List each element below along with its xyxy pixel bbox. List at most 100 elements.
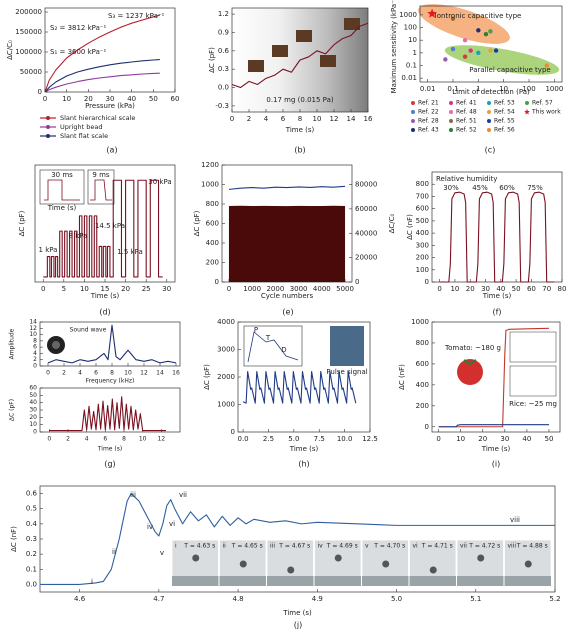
x-tick-label: 10 bbox=[62, 95, 71, 103]
frame-label: T = 4.67 s bbox=[278, 543, 310, 550]
frame-numeral: iii bbox=[270, 543, 275, 550]
inset-curve bbox=[90, 179, 112, 201]
frame-label: T = 4.63 s bbox=[183, 543, 215, 550]
x-tick-label: 10 bbox=[313, 115, 322, 123]
y-tick-label: 600 bbox=[416, 205, 429, 213]
annotation: 0.17 mg (0.015 Pa) bbox=[266, 96, 333, 104]
annotation: Sound wave bbox=[70, 327, 107, 334]
frame-numeral: vi bbox=[413, 543, 419, 550]
plot-frame bbox=[39, 321, 181, 367]
legend-marker bbox=[46, 116, 50, 120]
frame-numeral: i bbox=[175, 543, 177, 550]
x-tick-label: 5.0 bbox=[288, 435, 299, 443]
x-tick-label: 4 bbox=[85, 436, 89, 443]
annotation: Rice: ~25 mg bbox=[509, 400, 557, 408]
frame-floor bbox=[409, 576, 456, 586]
y-tick-label: 800 bbox=[416, 339, 429, 347]
point bbox=[483, 31, 489, 37]
y-axis-label: ΔC (nF) bbox=[398, 364, 406, 390]
y-tick-label: 0 bbox=[33, 429, 37, 436]
y-tick-label: 500 bbox=[416, 217, 429, 225]
y-tick-label: 0.0 bbox=[218, 84, 229, 92]
y-tick-label: 600 bbox=[206, 220, 219, 228]
y-tick-label: 1000 bbox=[411, 318, 429, 326]
legend-marker bbox=[525, 101, 529, 105]
x-tick-label: 2 bbox=[247, 115, 251, 123]
y-tick-label: 2 bbox=[33, 356, 37, 363]
y-tick-label: 0.6 bbox=[218, 47, 230, 55]
x-tick-label: 10 bbox=[450, 285, 459, 293]
y-tick-label: 0.6 bbox=[26, 490, 38, 498]
x-tick-label: 8 bbox=[110, 370, 114, 377]
x-tick-label: 10 bbox=[80, 285, 89, 293]
inset bbox=[87, 169, 115, 205]
x-tick-label: 20 bbox=[84, 95, 93, 103]
line bbox=[40, 493, 555, 585]
x-tick-label: 0 bbox=[230, 115, 234, 123]
photo bbox=[344, 18, 360, 30]
y-tick-label: 1200 bbox=[201, 161, 219, 169]
y-tick-label: 4000 bbox=[217, 318, 235, 326]
x-tick-label: 1000 bbox=[545, 85, 563, 93]
droplet bbox=[429, 566, 437, 574]
y-tick-label: 12 bbox=[29, 325, 37, 332]
tomato-icon bbox=[457, 359, 483, 385]
legend-label: Slant hierarchical scale bbox=[60, 114, 135, 122]
photo bbox=[296, 30, 312, 42]
y-tick-label: 800 bbox=[206, 200, 219, 208]
y-axis-label: Amplitude bbox=[9, 328, 16, 359]
annotation: 1.5 kPa bbox=[117, 248, 143, 256]
point bbox=[450, 16, 456, 21]
y-tick-label: 1.2 bbox=[218, 10, 229, 18]
x-tick-label: 4.8 bbox=[233, 595, 244, 603]
panel-label: (i) bbox=[492, 460, 500, 469]
legend-marker bbox=[487, 128, 491, 132]
x-tick-label: 30 bbox=[106, 95, 115, 103]
x-tick-label: 0 bbox=[46, 370, 50, 377]
speaker-icon bbox=[52, 341, 60, 349]
x-tick-label: 3000 bbox=[290, 285, 308, 293]
y-tick-label: 8 bbox=[33, 337, 37, 344]
y-tick-label: -0.3 bbox=[215, 102, 229, 110]
x-tick-label: 4.6 bbox=[74, 595, 86, 603]
frame-numeral: ii bbox=[223, 543, 227, 550]
y-tick-label: 0.3 bbox=[26, 535, 37, 543]
x-tick-label: 2.5 bbox=[263, 435, 274, 443]
legend-label: Ref. 22 bbox=[418, 109, 439, 116]
x-tick-label: 0 bbox=[227, 285, 231, 293]
y-tick-label: 0.01 bbox=[401, 74, 417, 82]
x-tick-label: 60 bbox=[527, 285, 536, 293]
x-tick-label: 10.0 bbox=[337, 435, 353, 443]
y-tick-label: 6 bbox=[33, 344, 37, 351]
plot-frame bbox=[419, 5, 563, 83]
x-tick-label: 0.0 bbox=[238, 435, 249, 443]
tomato-leaf bbox=[463, 359, 477, 366]
point bbox=[476, 50, 481, 56]
legend-label: Ref. 51 bbox=[456, 118, 477, 125]
droplet bbox=[477, 554, 485, 562]
droplet bbox=[239, 560, 247, 568]
y-axis-label: ΔC (pF) bbox=[9, 399, 16, 421]
panel-label: (a) bbox=[106, 146, 117, 155]
x-axis-label: Time (s) bbox=[289, 445, 319, 453]
y-tick-label: 200 bbox=[416, 402, 429, 410]
point bbox=[468, 48, 473, 53]
frame-floor bbox=[362, 576, 409, 586]
panel-label: (j) bbox=[294, 621, 302, 630]
legend-label: Ref. 28 bbox=[418, 118, 439, 125]
legend-label: Ref. 55 bbox=[494, 118, 515, 125]
y-axis-label: ΔC (pF) bbox=[18, 210, 26, 236]
x-axis-label: Time (s) bbox=[482, 292, 512, 300]
legend-marker bbox=[411, 110, 415, 114]
x-tick-label: 15 bbox=[101, 285, 110, 293]
legend-marker bbox=[524, 109, 530, 115]
legend-marker bbox=[449, 110, 453, 114]
y-tick-label: 150000 bbox=[15, 28, 42, 36]
y-tick-label: 400 bbox=[206, 239, 219, 247]
point bbox=[443, 57, 448, 62]
droplet bbox=[524, 560, 532, 568]
y-tick-label: 200000 bbox=[15, 8, 42, 16]
chart-panel: 0.0 2.5 5.0 7.5 10.0 12.5 0 1000 2000 3000 4000 Tim… bbox=[203, 318, 378, 469]
